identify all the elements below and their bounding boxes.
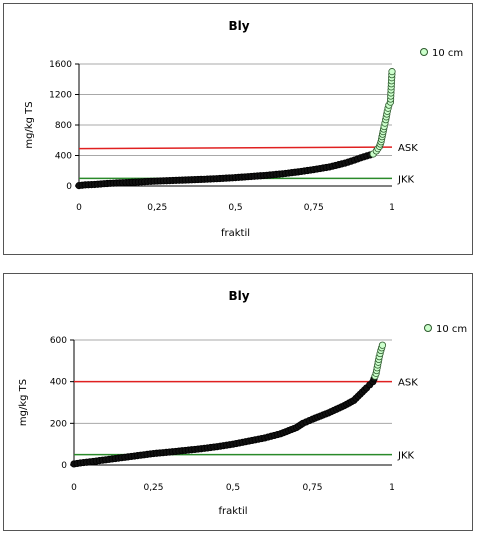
chart-title: Bly	[228, 19, 249, 33]
y-tick-label: 200	[50, 419, 67, 429]
x-tick-label: 0,5	[228, 203, 242, 213]
y-tick-label: 1200	[49, 91, 72, 101]
y-tick-label: 0	[66, 182, 72, 192]
reference-line-label: ASK	[398, 143, 418, 154]
y-tick-label: 800	[55, 121, 72, 131]
x-tick-label: 1	[389, 483, 395, 493]
data-point	[388, 68, 396, 76]
x-tick-label: 0,75	[304, 203, 324, 213]
chart-panel-bottom: Bly 0 200 400 600 0 0,25 0,5 0,75 1 fraktil mg/kg T…	[3, 273, 473, 531]
reference-line-ask	[78, 146, 393, 150]
x-tick-label: 0,75	[302, 483, 322, 493]
legend-marker	[424, 324, 432, 332]
x-tick-label: 0,5	[226, 483, 240, 493]
legend-label: 10 cm	[436, 324, 467, 335]
legend-marker	[420, 48, 428, 56]
y-axis-label: mg/kg TS	[18, 379, 29, 426]
x-tick-label: 1	[389, 203, 395, 213]
x-tick-label: 0,25	[143, 483, 163, 493]
y-tick-label: 0	[61, 461, 67, 471]
x-axis-label: fraktil	[221, 228, 250, 239]
x-axis-label: fraktil	[218, 506, 247, 517]
reference-line-label: JKK	[397, 451, 415, 462]
y-tick-label: 600	[50, 336, 67, 346]
x-tick-label: 0,25	[147, 203, 167, 213]
y-tick-label: 400	[50, 378, 67, 388]
x-tick-label: 0	[71, 483, 77, 493]
legend-label: 10 cm	[432, 48, 463, 59]
scatter-chart-0: Bly 0 400 800 1200 1600 0 0,25 0,5 0,75 1 fraktil mg…	[24, 19, 463, 239]
y-axis-label: mg/kg TS	[24, 101, 35, 148]
y-tick-label: 1600	[49, 60, 72, 70]
y-tick-label: 400	[55, 152, 72, 162]
reference-line-label: JKK	[397, 174, 415, 185]
data-point	[378, 341, 387, 349]
chart-panel-top: Bly 0 400 800 1200 1600 0 0,25 0,5 0,75 1 fraktil mg…	[3, 3, 473, 255]
chart-title: Bly	[228, 289, 249, 303]
x-tick-label: 0	[76, 203, 82, 213]
scatter-chart-1: Bly 0 200 400 600 0 0,25 0,5 0,75 1 fraktil mg/kg T…	[18, 289, 467, 517]
reference-line-label: ASK	[398, 378, 418, 389]
